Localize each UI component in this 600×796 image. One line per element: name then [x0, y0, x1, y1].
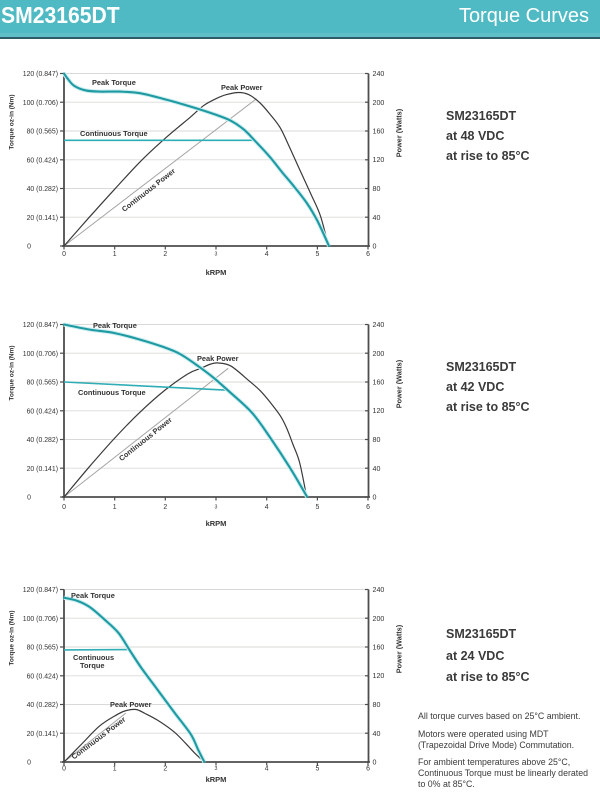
svg-text:Peak Torque: Peak Torque: [71, 591, 115, 600]
svg-text:40: 40: [373, 214, 381, 222]
svg-text:100 (0.706): 100 (0.706): [23, 100, 58, 107]
svg-text:160: 160: [373, 644, 385, 652]
svg-text:200: 200: [373, 99, 385, 107]
svg-text:0: 0: [27, 495, 31, 502]
svg-text:0: 0: [62, 504, 66, 511]
svg-text:Torque: Torque: [80, 661, 105, 670]
svg-text:1: 1: [113, 504, 117, 511]
svg-text:160: 160: [373, 128, 385, 136]
svg-text:Power (Watts): Power (Watts): [395, 108, 404, 157]
svg-text:20 (0.141): 20 (0.141): [27, 731, 58, 738]
svg-text:6: 6: [366, 504, 370, 511]
svg-text:40 (0.282): 40 (0.282): [27, 186, 58, 193]
svg-text:240: 240: [373, 70, 385, 78]
svg-text:120 (0.847): 120 (0.847): [23, 322, 58, 329]
svg-text:80: 80: [373, 436, 381, 444]
svg-text:2: 2: [163, 504, 167, 511]
svg-text:Peak Power: Peak Power: [110, 700, 152, 709]
svg-text:120: 120: [373, 156, 385, 164]
svg-text:80 (0.565): 80 (0.565): [27, 380, 58, 387]
svg-text:Peak Torque: Peak Torque: [93, 321, 137, 330]
svg-text:40 (0.282): 40 (0.282): [27, 702, 58, 709]
svg-text:0: 0: [27, 244, 31, 251]
svg-text:120: 120: [373, 407, 385, 415]
svg-text:6: 6: [366, 251, 370, 258]
svg-text:Peak Power: Peak Power: [197, 354, 239, 363]
svg-text:Continuous Power: Continuous Power: [70, 715, 128, 762]
svg-text:Continuous Torque: Continuous Torque: [78, 388, 146, 397]
svg-text:Peak Torque: Peak Torque: [92, 78, 136, 87]
svg-text:Peak Power: Peak Power: [221, 83, 263, 92]
svg-text:0: 0: [27, 760, 31, 767]
svg-text:Power (Watts): Power (Watts): [395, 624, 404, 673]
svg-text:kRPM: kRPM: [206, 775, 227, 784]
svg-text:40 (0.282): 40 (0.282): [27, 437, 58, 444]
svg-text:Torque oz-in (Nm): Torque oz-in (Nm): [9, 94, 16, 149]
svg-text:60 (0.424): 60 (0.424): [27, 408, 58, 415]
svg-text:120 (0.847): 120 (0.847): [23, 71, 58, 78]
svg-text:2: 2: [163, 251, 167, 258]
svg-text:60 (0.424): 60 (0.424): [27, 673, 58, 680]
svg-text:120: 120: [373, 672, 385, 680]
svg-text:3: 3: [215, 766, 218, 772]
svg-text:80 (0.565): 80 (0.565): [27, 645, 58, 652]
svg-text:20 (0.141): 20 (0.141): [27, 466, 58, 473]
svg-text:3: 3: [215, 252, 218, 258]
svg-text:1: 1: [113, 766, 117, 773]
svg-text:2: 2: [163, 766, 167, 773]
svg-text:60 (0.424): 60 (0.424): [27, 157, 58, 164]
svg-text:4: 4: [265, 766, 269, 773]
svg-text:Torque oz-in (Nm): Torque oz-in (Nm): [9, 610, 16, 665]
svg-text:160: 160: [373, 379, 385, 387]
svg-text:0: 0: [373, 759, 377, 767]
svg-text:kRPM: kRPM: [206, 519, 227, 528]
svg-text:200: 200: [373, 350, 385, 358]
svg-text:0: 0: [62, 766, 66, 773]
svg-text:40: 40: [373, 730, 381, 738]
svg-text:1: 1: [113, 251, 117, 258]
svg-text:Continuous Power: Continuous Power: [117, 415, 174, 463]
svg-text:4: 4: [265, 504, 269, 511]
svg-text:0: 0: [62, 251, 66, 258]
svg-text:240: 240: [373, 321, 385, 329]
svg-text:Torque oz-in (Nm): Torque oz-in (Nm): [9, 345, 16, 400]
svg-text:80 (0.565): 80 (0.565): [27, 129, 58, 136]
svg-text:0: 0: [373, 494, 377, 502]
svg-text:3: 3: [215, 505, 218, 511]
svg-text:80: 80: [373, 185, 381, 193]
svg-text:kRPM: kRPM: [206, 268, 227, 277]
svg-text:5: 5: [315, 766, 319, 773]
svg-text:100 (0.706): 100 (0.706): [23, 616, 58, 623]
svg-text:Power (Watts): Power (Watts): [395, 359, 404, 408]
svg-text:4: 4: [265, 251, 269, 258]
svg-text:100 (0.706): 100 (0.706): [23, 351, 58, 358]
svg-text:200: 200: [373, 615, 385, 623]
svg-text:5: 5: [315, 251, 319, 258]
svg-text:20 (0.141): 20 (0.141): [27, 215, 58, 222]
svg-text:Continuous Torque: Continuous Torque: [80, 129, 148, 138]
svg-text:6: 6: [366, 766, 370, 773]
svg-text:120 (0.847): 120 (0.847): [23, 587, 58, 594]
svg-text:5: 5: [315, 504, 319, 511]
svg-text:0: 0: [373, 243, 377, 251]
svg-text:40: 40: [373, 465, 381, 473]
svg-text:240: 240: [373, 586, 385, 594]
svg-text:80: 80: [373, 701, 381, 709]
